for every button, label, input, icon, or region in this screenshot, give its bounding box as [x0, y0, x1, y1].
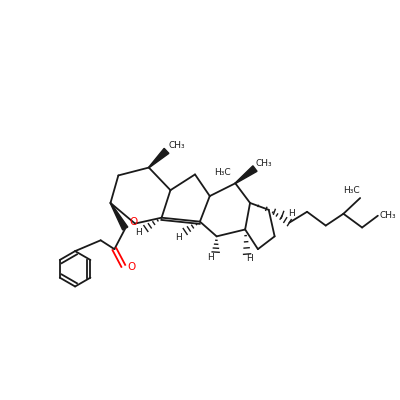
Text: H₃C: H₃C — [214, 168, 230, 177]
Text: H: H — [288, 209, 295, 218]
Text: H: H — [246, 254, 252, 264]
Text: H₃C: H₃C — [344, 186, 360, 195]
Polygon shape — [149, 148, 169, 168]
Text: CH₃: CH₃ — [380, 211, 396, 220]
Polygon shape — [235, 166, 257, 184]
Text: CH₃: CH₃ — [256, 158, 272, 168]
Text: H: H — [135, 228, 141, 237]
Text: CH₃: CH₃ — [168, 141, 185, 150]
Text: O: O — [129, 217, 137, 227]
Text: H: H — [175, 233, 182, 242]
Text: H: H — [207, 252, 214, 262]
Text: O: O — [127, 262, 135, 272]
Polygon shape — [110, 203, 128, 230]
